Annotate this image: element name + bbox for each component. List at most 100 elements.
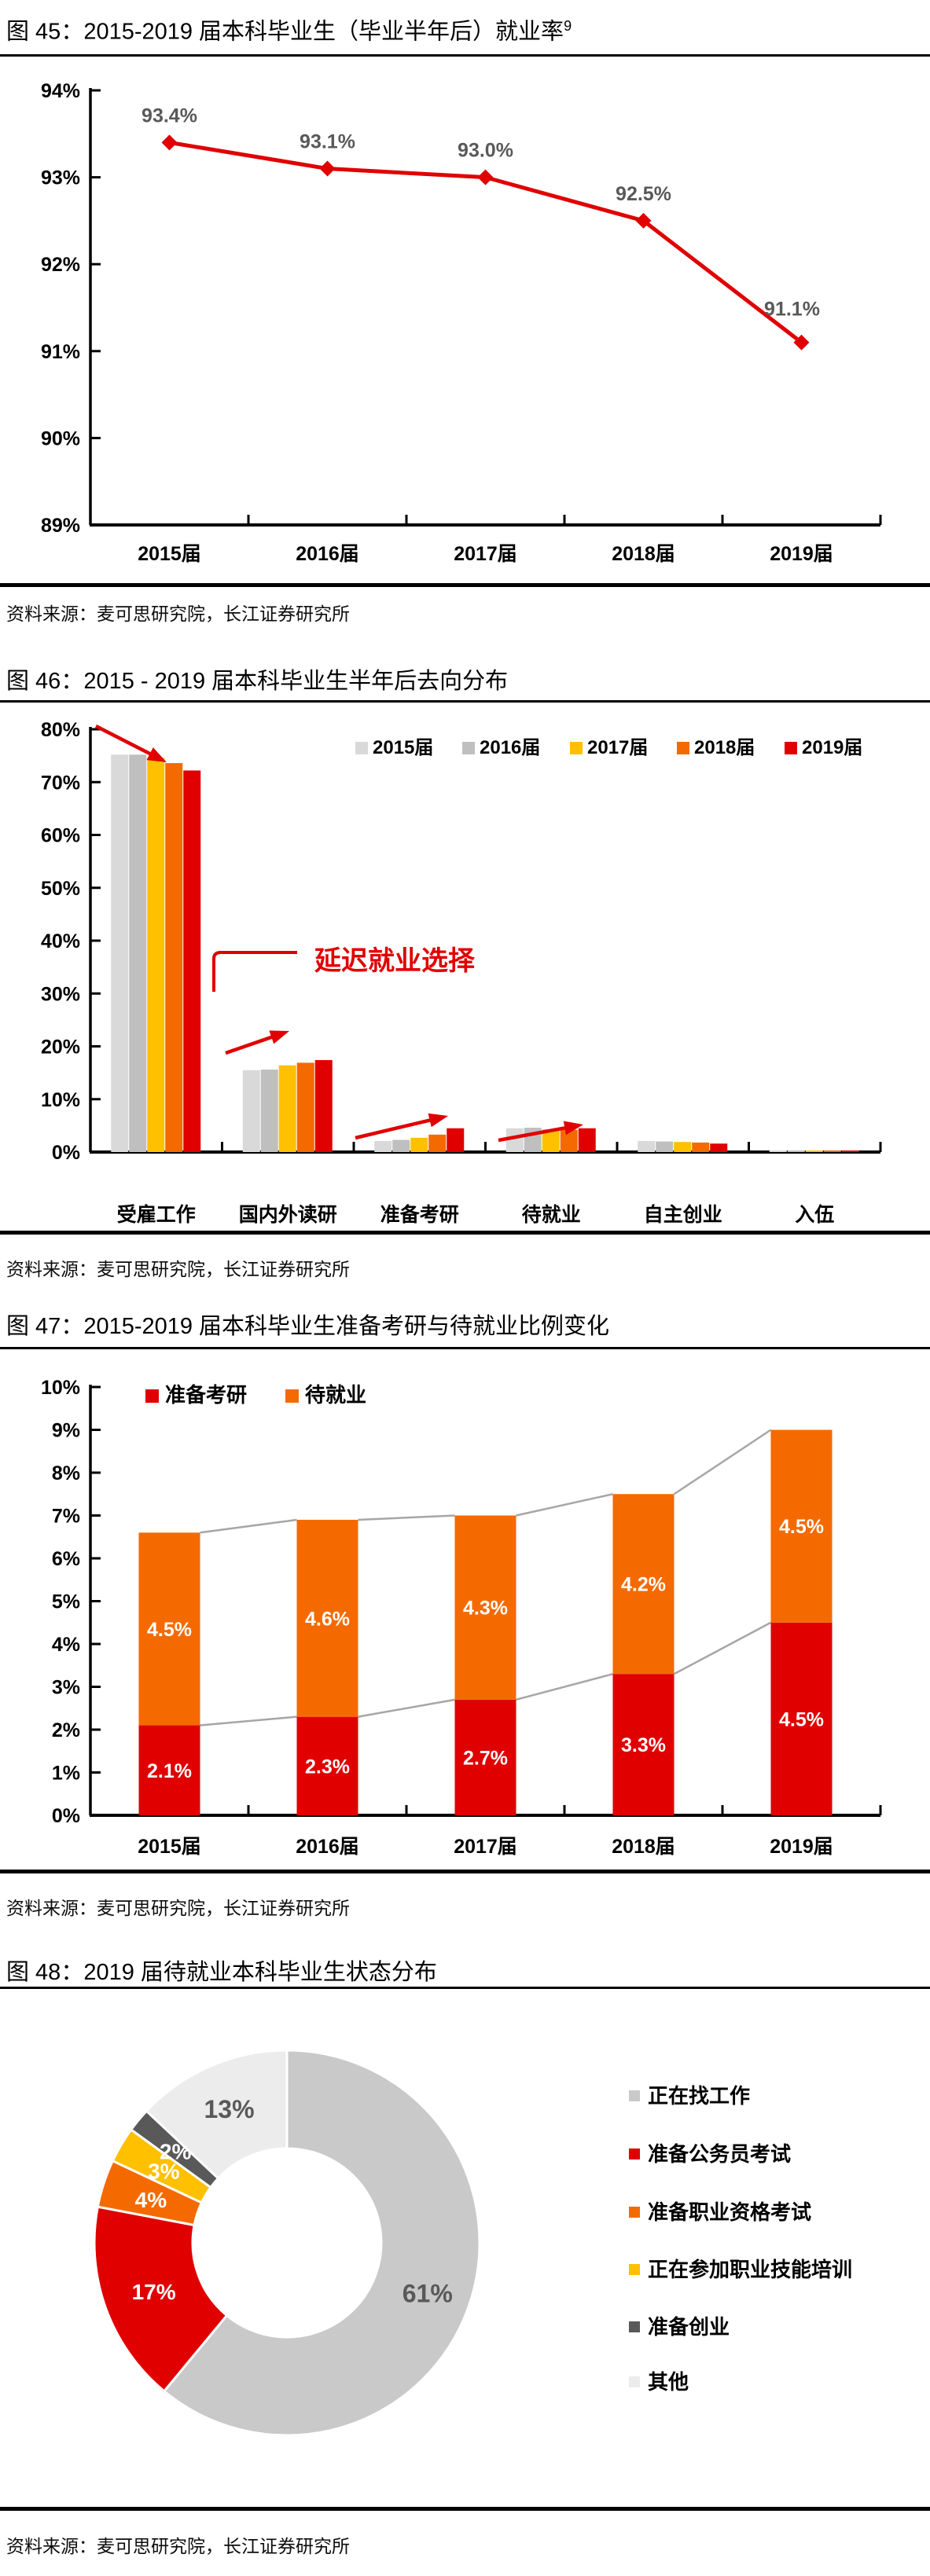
segment-label: 2.7% [463,1747,508,1769]
bar-kaoyan [454,1699,516,1815]
bar-2015届 [505,1128,524,1152]
slice-label: 61% [403,2279,453,2307]
series-connector-total [516,1493,613,1517]
segment-label: 4.6% [305,1608,350,1630]
figure-48-title-underline [0,1987,930,1989]
x-axis-label: 自主创业 [644,1204,722,1226]
bar-2019届 [314,1059,333,1152]
y-tick-label: 80% [41,719,80,741]
legend-swatch [629,2090,640,2101]
figure-48-donut-chart: 61% 正在找工作 17% 准备公务员考试 4% 准备职业资格考试 3% 正在参加职业技能培训… [93,2049,852,2437]
section-divider-4 [0,2507,930,2511]
legend-swatch [355,742,368,754]
figure-48-title: 图 48：2019 届待就业本科毕业生状态分布 [6,1954,926,1991]
x-axis-label: 受雇工作 [117,1203,196,1226]
x-axis-label: 2015届 [138,543,201,565]
legend-label: 准备公务员考试 [648,2142,791,2166]
diamond-marker [319,160,336,177]
x-axis-label: 2016届 [296,543,359,565]
figure-47-title-underline [0,1347,930,1349]
pie-slice-17% [93,2205,229,2393]
y-tick-label: 3% [52,1677,80,1699]
figure-45-source-note: 资料来源：麦可思研究院，长江证券研究所 [6,604,350,624]
y-tick-label: 94% [41,80,80,102]
bar-daijiuye [612,1494,675,1675]
y-tick-label: 91% [41,341,80,363]
bar-2017届 [410,1137,428,1152]
slice-label: 17% [132,2280,176,2304]
bar-daijiuye [770,1429,833,1623]
segment-label: 4.5% [147,1619,192,1641]
figure-45-title: 图 45：2015-2019 届本科毕业生（毕业半年后）就业率9 [6,8,926,50]
y-tick-label: 60% [41,825,80,847]
data-label: 93.4% [142,105,197,127]
legend-label: 准备职业资格考试 [648,2200,811,2224]
y-tick-label: 7% [52,1506,80,1528]
y-tick-label: 4% [52,1634,80,1656]
trend-arrow [94,724,159,759]
x-axis-label: 2017届 [454,1836,517,1858]
segment-label: 2.3% [305,1756,350,1778]
segment-label: 2.1% [147,1760,192,1782]
bar-2016届 [129,754,147,1152]
y-tick-label: 0% [52,1142,80,1164]
bar-2018届 [296,1062,314,1152]
bar-2016届 [392,1139,410,1152]
legend-label: 正在找工作 [648,2084,750,2108]
bar-2015届 [638,1140,656,1152]
segment-label: 3.3% [621,1734,666,1756]
y-tick-label: 10% [41,1377,80,1399]
bar-kaoyan [296,1716,358,1815]
slice-label: 4% [135,2188,167,2212]
bar-2017届 [542,1129,560,1152]
legend-label: 2016届 [480,737,540,758]
diamond-marker [477,169,494,185]
y-tick-label: 8% [52,1462,80,1484]
bar-2018届 [560,1129,578,1152]
pie-slice-61% [162,2049,481,2437]
y-tick-label: 10% [41,1089,80,1111]
y-tick-label: 70% [41,772,80,794]
legend-swatch [629,2321,640,2332]
legend-label: 其他 [648,2370,689,2394]
bar-2018届 [823,1150,841,1152]
slice-label: 3% [148,2159,180,2183]
bar-2016届 [787,1150,805,1152]
x-axis-label: 入伍 [795,1204,834,1226]
legend-swatch [785,742,797,754]
trend-arrow [355,1116,439,1140]
x-axis-label: 2018届 [612,1836,675,1858]
legend-label: 待就业 [305,1383,366,1407]
y-tick-label: 90% [41,427,80,450]
legend-swatch [145,1389,159,1403]
y-tick-label: 30% [41,983,80,1005]
legend-swatch [629,2264,640,2275]
x-axis-label: 准备考研 [380,1204,459,1226]
y-tick-label: 6% [52,1548,80,1570]
x-axis-label: 2019届 [770,1836,833,1858]
bar-2018届 [428,1134,447,1152]
bar-2017届 [147,758,165,1152]
figure-47-title: 图 47：2015-2019 届本科毕业生准备考研与待就业比例变化 [6,1308,926,1345]
figure-48-title-text: 图 48：2019 届待就业本科毕业生状态分布 [6,1960,437,1985]
figure-47-title-text: 图 47：2015-2019 届本科毕业生准备考研与待就业比例变化 [6,1314,610,1339]
data-label: 93.0% [458,140,513,162]
bar-2019届 [183,770,201,1152]
series-connector-red [673,1621,772,1675]
figure-46-title-underline [0,700,930,703]
legend-label: 2017届 [587,737,648,758]
figure-45-line-chart: 94% 93% 92% 91% 90% 89% 93.4% 2015届 93.1% 2016届 93… [41,80,882,565]
bar-2017届 [674,1142,692,1152]
trend-arrow-head [428,1113,448,1128]
bar-daijiuye [138,1532,200,1726]
bar-2015届 [769,1150,787,1152]
y-tick-label: 40% [41,930,80,952]
data-label: 92.5% [616,183,671,205]
figure-46-source-note: 资料来源：麦可思研究院，长江证券研究所 [6,1259,350,1279]
diamond-marker [635,212,652,229]
data-label: 91.1% [764,299,820,321]
annotation-text: 延迟就业选择 [314,946,476,976]
trend-arrow-head [563,1121,583,1136]
trend-arrow-head [269,1030,289,1044]
